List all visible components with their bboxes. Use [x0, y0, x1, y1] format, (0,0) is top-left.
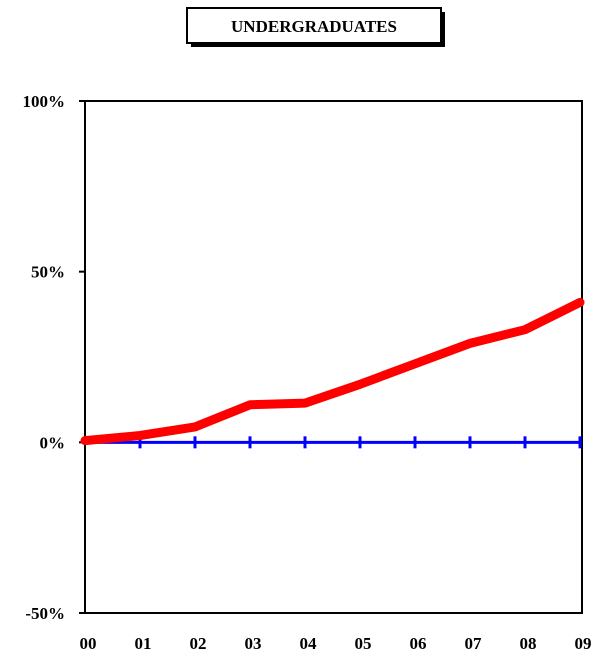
y-tick-label: 50%	[31, 263, 65, 282]
x-tick-label: 00	[80, 634, 97, 653]
x-tick-label: 09	[575, 634, 592, 653]
chart-title-box: UNDERGRADUATES	[186, 7, 445, 47]
x-tick-label: 02	[190, 634, 207, 653]
y-tick-label: 0%	[40, 433, 66, 452]
y-tick-label: -50%	[25, 604, 65, 623]
x-tick-label: 06	[410, 634, 427, 653]
chart-title: UNDERGRADUATES	[231, 17, 397, 36]
y-tick-label: 100%	[23, 92, 66, 111]
x-tick-label: 03	[245, 634, 262, 653]
x-tick-label: 01	[135, 634, 152, 653]
x-tick-label: 07	[465, 634, 483, 653]
plot-area-frame	[84, 100, 583, 614]
x-tick-label: 08	[520, 634, 537, 653]
series-line	[80, 297, 585, 446]
x-axis: 00 01 02 03 04 05 06 07 08 09	[80, 634, 592, 653]
chart-title-frame	[186, 7, 442, 44]
series-group	[80, 297, 585, 446]
x-tick-label: 04	[300, 634, 318, 653]
x-tick-label: 05	[355, 634, 372, 653]
y-axis: -50% 0% 50% 100%	[23, 92, 85, 623]
